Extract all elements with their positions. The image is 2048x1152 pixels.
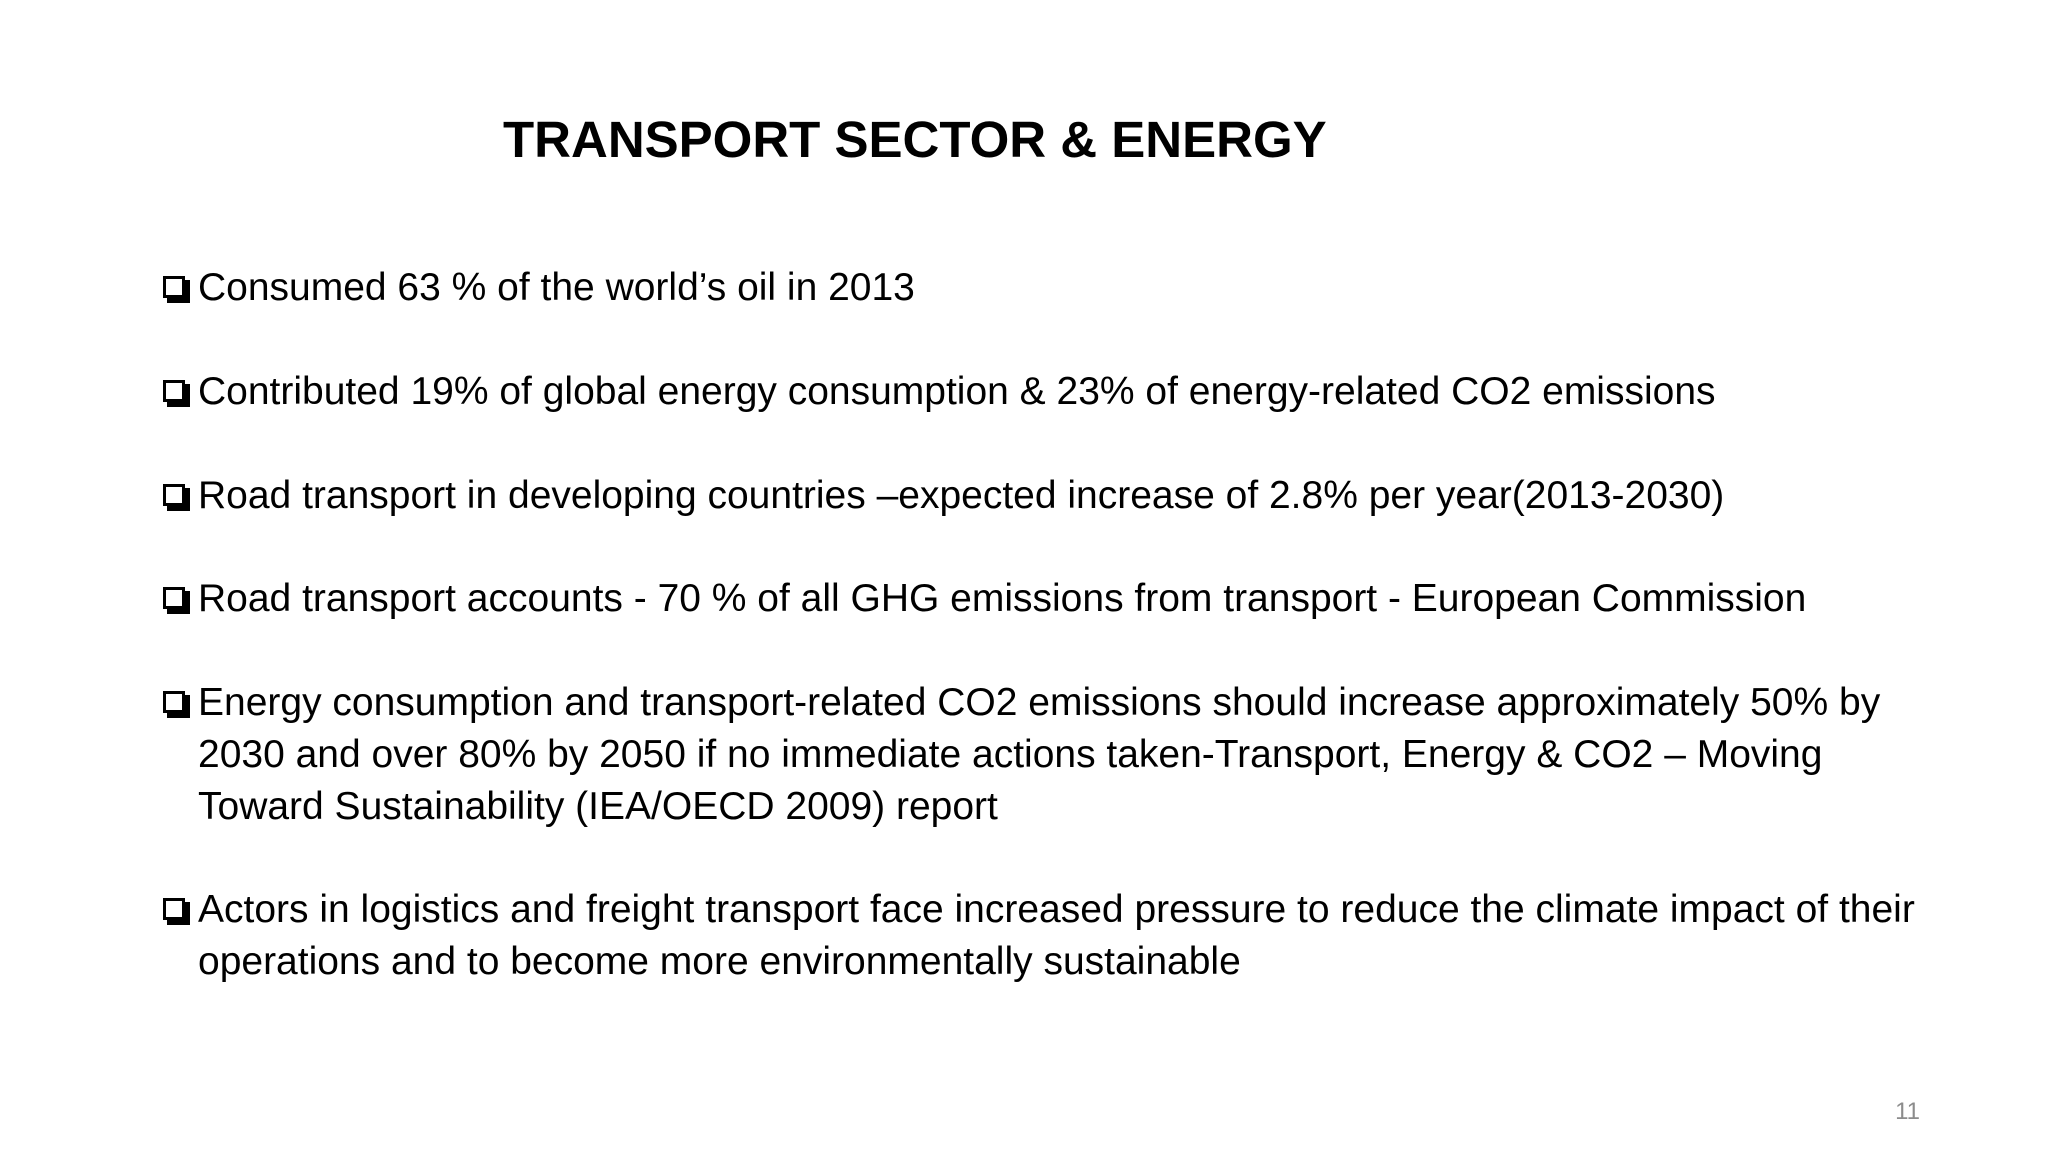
bullet-text: Consumed 63 % of the world’s oil in 2013	[198, 266, 915, 309]
bullet-item: Consumed 63 % of the world’s oil in 2013	[160, 262, 1920, 314]
bullet-item: Actors in logistics and freight transpor…	[160, 884, 1920, 988]
bullet-text: Road transport in developing countries –…	[198, 474, 1725, 517]
checkbox-square-icon	[160, 677, 198, 729]
bullet-text: Energy consumption and transport-related…	[198, 681, 1881, 828]
bullet-item: Road transport in developing countries –…	[160, 470, 1920, 522]
slide-title: TRANSPORT SECTOR & ENERGY	[503, 111, 1327, 168]
checkbox-square-icon	[160, 470, 198, 522]
page-number: 11	[1895, 1098, 1920, 1125]
bullet-item: Energy consumption and transport-related…	[160, 677, 1920, 833]
bullet-text: Actors in logistics and freight transpor…	[198, 888, 1915, 983]
checkbox-square-icon	[160, 262, 198, 314]
bullet-item: Road transport accounts - 70 % of all GH…	[160, 573, 1920, 625]
checkbox-square-icon	[160, 366, 198, 418]
bullet-text: Road transport accounts - 70 % of all GH…	[198, 577, 1807, 620]
bullet-text: Contributed 19% of global energy consump…	[198, 370, 1716, 413]
bullet-item: Contributed 19% of global energy consump…	[160, 366, 1920, 418]
checkbox-square-icon	[160, 884, 198, 936]
checkbox-square-icon	[160, 573, 198, 625]
